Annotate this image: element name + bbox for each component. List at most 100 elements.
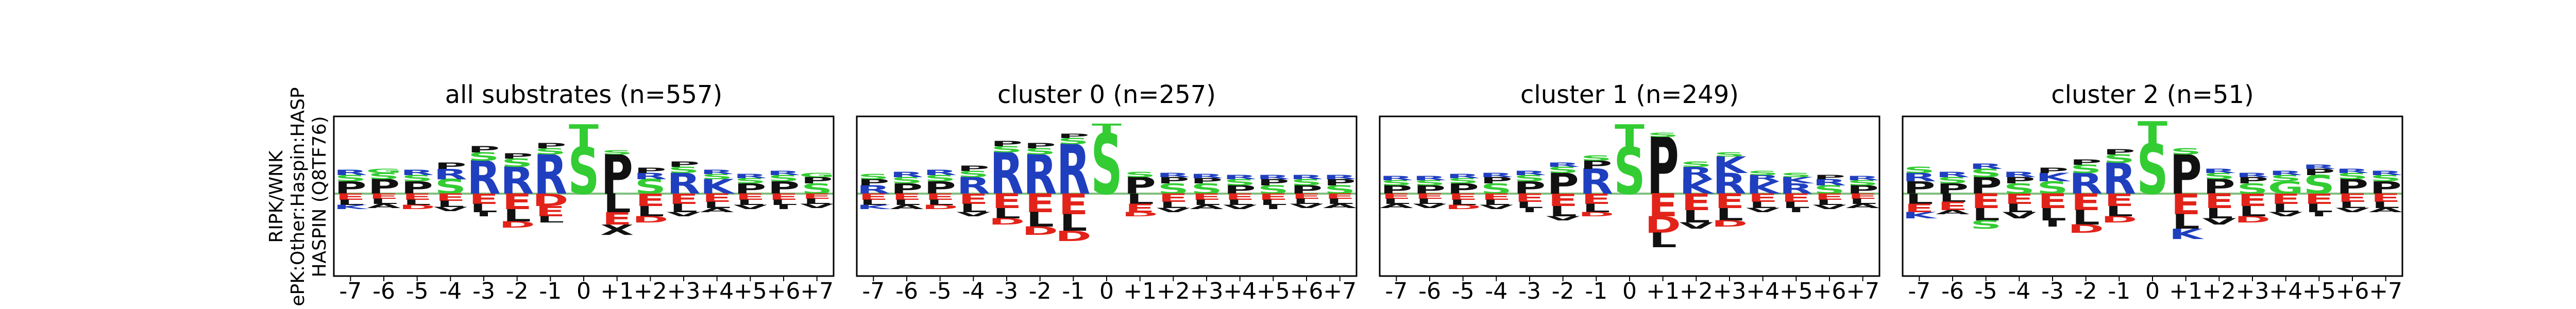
logo-letter: L <box>2305 201 2333 215</box>
logo-letter: E <box>802 192 832 200</box>
x-tick-label: -7 <box>862 278 885 304</box>
logo-letter: S <box>2104 152 2135 165</box>
logo-letter: L <box>1716 205 1743 225</box>
x-tick-label: +2 <box>634 278 667 304</box>
logo-letter: P <box>334 178 366 198</box>
logo-letter: D <box>989 217 1025 227</box>
logo-letter: R <box>1513 170 1546 177</box>
logo-letter: S <box>1937 176 1968 185</box>
logo-letter: A <box>367 203 401 210</box>
logo-letter: S <box>1191 180 1222 197</box>
logo-letter: L <box>1549 203 1577 220</box>
logo-letter: P <box>1257 178 1289 187</box>
logo-panel: cluster 0 (n=257)RPSELK-7PSRELA-6PSRELD-… <box>856 80 1358 304</box>
x-tick-label: -6 <box>372 278 395 304</box>
logo-letter: V <box>1156 207 1190 214</box>
logo-letter: S <box>2336 171 2368 181</box>
logo-letter: R <box>1936 170 1969 179</box>
logo-letter: P <box>634 166 666 175</box>
logo-panel: cluster 2 (n=51)PRSLEK-7PSRLEA-6PSRELS-5… <box>1902 80 2403 304</box>
logo-letter: T <box>2138 115 2168 152</box>
logo-letter: R <box>1580 162 1613 202</box>
x-tick-label: +6 <box>767 278 801 304</box>
logo-letter: S <box>858 173 889 181</box>
logo-letter: K <box>333 204 369 211</box>
logo-letter: S <box>1714 151 1745 158</box>
logo-letter: D <box>922 204 958 211</box>
logo-letter: R <box>1903 170 1936 184</box>
x-tick-label: +1 <box>2169 278 2202 304</box>
x-tick-label: +6 <box>2336 278 2369 304</box>
logo-letter: E <box>1938 199 1968 213</box>
logo-letter: D <box>2067 222 2104 235</box>
x-tick-label: +1 <box>1646 278 1680 304</box>
logo-letter: E <box>1581 191 1611 208</box>
logo-letter: S <box>2270 174 2301 183</box>
logo-letter: P <box>601 143 633 207</box>
x-tick-label: -3 <box>1518 278 1541 304</box>
logo-letter: E <box>1325 192 1355 200</box>
logo-letter: S <box>768 174 799 183</box>
logo-letter: S <box>368 171 399 181</box>
logo-letter: S <box>1547 165 1579 175</box>
logo-letter: L <box>926 198 954 207</box>
x-tick-label: +5 <box>1780 278 1813 304</box>
logo-letter: V <box>2269 211 2303 218</box>
panel-title: all substrates (n=557) <box>445 80 723 109</box>
logo-letter: K <box>1746 178 1781 198</box>
panel-title: cluster 2 (n=51) <box>2051 80 2253 109</box>
logo-letter: E <box>892 192 922 202</box>
logo-letter: L <box>1939 191 1967 204</box>
logo-letter: S <box>701 173 733 181</box>
panel-title: cluster 1 (n=249) <box>1520 80 1739 109</box>
logo-letter: L <box>803 197 831 205</box>
logo-letter: R <box>1157 172 1190 179</box>
logo-letter: S <box>2370 174 2401 183</box>
logo-letter: E <box>1715 190 1744 213</box>
logo-letter: D <box>2234 215 2271 225</box>
logo-letter: E <box>958 191 988 208</box>
logo-letter: P <box>2170 143 2202 207</box>
logo-letter: L <box>370 197 398 205</box>
logo-letter: D <box>632 215 669 225</box>
logo-letter: R <box>857 183 890 196</box>
x-tick-label: +7 <box>1323 278 1357 304</box>
logo-letter: S <box>1970 166 2002 180</box>
x-tick-label: +4 <box>700 278 734 304</box>
logo-letter: E <box>402 192 432 202</box>
panel-title: cluster 0 (n=257) <box>997 80 1216 109</box>
x-tick-label: -5 <box>929 278 952 304</box>
logo-letter: R <box>1746 174 1780 183</box>
logo-letter: L <box>603 188 631 218</box>
logo-letter: V <box>2335 207 2369 214</box>
logo-letter: P <box>2236 176 2268 185</box>
logo-letter: K <box>2169 226 2205 243</box>
logo-letter: S <box>1024 147 1056 157</box>
logo-letter: R <box>2103 154 2136 204</box>
logo-letter: L <box>1159 200 1187 210</box>
logo-letter: L <box>2372 200 2400 210</box>
logo-letter: S <box>1291 178 1322 187</box>
logo-letter: A <box>700 207 734 214</box>
logo-letter: S <box>1124 170 1156 179</box>
logo-letter: S <box>991 145 1022 154</box>
logo-letter: D <box>532 191 569 211</box>
logo-letter: S <box>1414 179 1445 187</box>
logo-letter: S <box>1747 170 1778 177</box>
logo-letter: S <box>2137 130 2168 210</box>
x-tick-label: -7 <box>1908 278 1930 304</box>
logo-letter: E <box>769 192 799 202</box>
logo-letter: L <box>859 198 887 207</box>
logo-letter: V <box>2002 211 2037 220</box>
logo-letter: P <box>734 180 766 197</box>
logo-letter: E <box>602 209 632 229</box>
panel-frame <box>1379 115 1880 277</box>
logo-letter: L <box>1582 201 1610 215</box>
logo-letter: S <box>1224 178 1256 187</box>
x-tick-label: -7 <box>339 278 362 304</box>
logo-letter: R <box>1680 164 1713 184</box>
logo-letter: D <box>1445 204 1481 211</box>
logo-letter: K <box>2036 170 2072 184</box>
logo-letter: L <box>703 200 731 210</box>
logo-letter: G <box>799 172 835 179</box>
